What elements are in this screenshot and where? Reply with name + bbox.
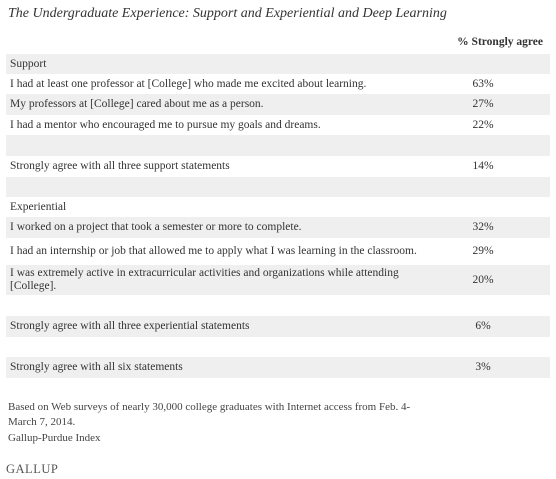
table-row: I had an internship or job that allowed … [6, 238, 550, 265]
row-value: 20% [434, 265, 550, 295]
row-label [6, 177, 434, 197]
table-row: Strongly agree with all three experienti… [6, 316, 550, 337]
spacer-row [6, 337, 550, 357]
footnote: Based on Web surveys of nearly 30,000 co… [8, 401, 411, 428]
column-header: % Strongly agree [457, 36, 543, 48]
row-label [6, 135, 434, 156]
spacer-row [6, 135, 550, 156]
row-label: I worked on a project that took a semest… [6, 217, 434, 238]
row-value: 32% [434, 217, 550, 238]
spacer-row [6, 295, 550, 316]
table-row: I had a mentor who encouraged me to purs… [6, 115, 550, 135]
section-header-row: Support [6, 54, 550, 74]
row-label: My professors at [College] cared about m… [6, 94, 434, 115]
source-note: Gallup-Purdue Index [8, 432, 101, 444]
row-value: 29% [434, 238, 550, 265]
section-label: Experiential [6, 197, 434, 217]
row-value: 22% [434, 115, 550, 135]
section-label: Support [6, 54, 434, 74]
row-value [434, 197, 550, 217]
row-label: Strongly agree with all three experienti… [6, 316, 434, 337]
table-row: My professors at [College] cared about m… [6, 94, 550, 115]
table-row: I had at least one professor at [College… [6, 74, 550, 94]
row-value [434, 295, 550, 316]
table-row: I was extremely active in extracurricula… [6, 265, 550, 295]
row-label [6, 295, 434, 316]
row-label [6, 337, 434, 357]
row-value: 63% [434, 74, 550, 94]
table-body: Support I had at least one professor at [… [6, 54, 550, 378]
row-label: I was extremely active in extracurricula… [6, 265, 434, 295]
row-label: I had at least one professor at [College… [6, 74, 434, 94]
data-table: Support I had at least one professor at [… [6, 54, 550, 378]
table-row: Strongly agree with all three support st… [6, 156, 550, 177]
gallup-logo: GALLUP [6, 462, 59, 476]
row-label: Strongly agree with all three support st… [6, 156, 434, 177]
row-label: I had an internship or job that allowed … [6, 238, 434, 265]
section-header-row: Experiential [6, 197, 550, 217]
row-value: 3% [434, 357, 550, 378]
row-value [434, 135, 550, 156]
row-value: 14% [434, 156, 550, 177]
spacer-row [6, 177, 550, 197]
row-value [434, 54, 550, 74]
table-row: I worked on a project that took a semest… [6, 217, 550, 238]
chart-title: The Undergraduate Experience: Support an… [8, 6, 447, 21]
row-label: I had a mentor who encouraged me to purs… [6, 115, 434, 135]
row-value: 27% [434, 94, 550, 115]
row-value [434, 177, 550, 197]
row-label: Strongly agree with all six statements [6, 357, 434, 378]
table-row: Strongly agree with all six statements 3% [6, 357, 550, 378]
row-value [434, 337, 550, 357]
row-value: 6% [434, 316, 550, 337]
